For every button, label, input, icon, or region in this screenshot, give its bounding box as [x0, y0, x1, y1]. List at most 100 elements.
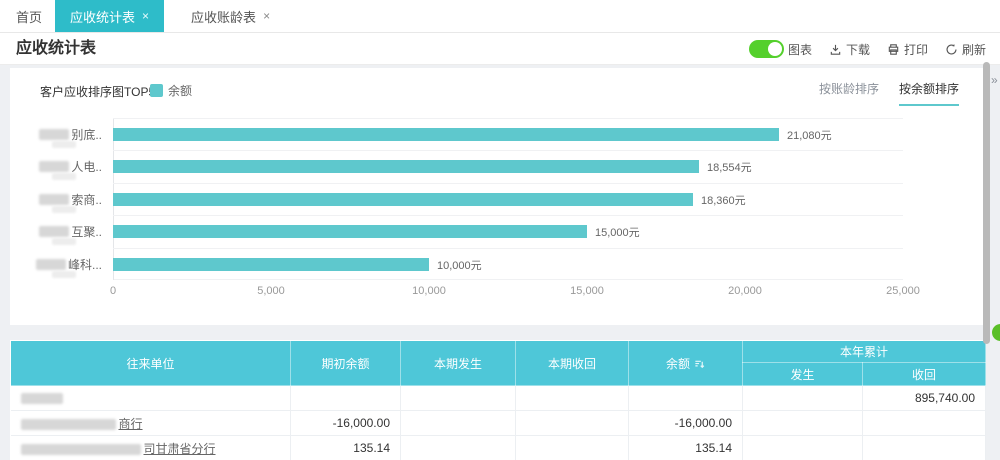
refresh-icon: [945, 43, 958, 56]
bar-row: 10,000元: [113, 248, 903, 280]
redacted-text: [39, 160, 70, 172]
ytd-recovered-cell: 895,740.00: [862, 385, 987, 411]
download-icon: [829, 43, 842, 56]
vertical-scrollbar[interactable]: [983, 62, 990, 344]
current-occurred-cell: [400, 435, 516, 460]
refresh-button[interactable]: 刷新: [945, 41, 986, 58]
sort-controls: 按账龄排序 按余额排序: [819, 80, 959, 106]
current-recovered-cell: [515, 435, 629, 460]
bar-value-label: 21,080元: [787, 129, 832, 142]
collapse-panel-icon[interactable]: »: [991, 73, 998, 87]
chart-category-axis: 别底.. 人电.. 索商.. 互聚.. 峰科...: [10, 118, 107, 280]
redacted-text: [39, 128, 70, 140]
tab-label: 应收统计表: [70, 9, 136, 25]
help-float-button[interactable]: [992, 324, 1000, 341]
chart-panel: 客户应收排序图TOP5 余额 按账龄排序 按余额排序 别底.. 人电.. 索商.…: [10, 68, 985, 325]
legend-swatch: [150, 84, 163, 97]
unit-link[interactable]: 商行: [118, 416, 143, 431]
close-icon[interactable]: ×: [263, 9, 271, 23]
col-header-unit: 往来单位: [10, 340, 291, 386]
table-row: 商行 -16,000.00 -16,000.00: [10, 410, 987, 436]
print-icon: [887, 43, 900, 56]
tab-label: 应收账龄表: [191, 9, 257, 25]
redacted-text: [20, 443, 141, 455]
ytd-recovered-cell: [862, 410, 987, 436]
sort-by-balance-button[interactable]: 按余额排序: [898, 80, 959, 106]
current-recovered-cell: [515, 385, 629, 411]
balance-cell: -16,000.00: [628, 410, 743, 436]
col-header-current-occurred: 本期发生: [400, 340, 516, 386]
table-row: 司甘肃省分行 135.14 135.14: [10, 435, 987, 460]
current-occurred-cell: [400, 385, 516, 411]
toolbar: 图表 下载 打印: [748, 33, 986, 65]
tab-receivable-statistics[interactable]: 应收统计表 ×: [55, 0, 165, 32]
bar-value-label: 18,554元: [707, 161, 752, 174]
balance-cell: 135.14: [628, 435, 743, 460]
redacted-text: [20, 418, 116, 430]
legend-label: 余额: [168, 84, 193, 98]
tab-bar: 首页 应收统计表 × 应收账龄表 ×: [0, 0, 1000, 33]
print-button[interactable]: 打印: [887, 41, 928, 58]
col-header-opening-balance: 期初余额: [290, 340, 401, 386]
axis-tick: 15,000: [570, 285, 604, 297]
current-occurred-cell: [400, 410, 516, 436]
category-label: 别底..: [39, 118, 102, 150]
balance-cell: [628, 385, 743, 411]
chart-x-axis: 0 5,000 10,000 15,000 20,000 25,000: [110, 285, 920, 299]
bar-value-label: 18,360元: [701, 194, 746, 207]
bar-chart: 21,080元 18,554元 18,360元 15,000元 10,000元: [113, 118, 903, 280]
tab-home[interactable]: 首页: [16, 9, 43, 25]
sort-desc-icon[interactable]: [690, 357, 705, 371]
bar: [113, 193, 693, 206]
chart-toggle-label: 图表: [787, 42, 812, 57]
chart-toggle-group: 图表: [748, 40, 812, 58]
axis-tick: 10,000: [412, 285, 446, 297]
table-row: 895,740.00: [10, 385, 987, 411]
close-icon[interactable]: ×: [142, 9, 150, 23]
chart-legend: 余额: [150, 82, 192, 99]
bar: [113, 258, 429, 271]
col-header-current-recovered: 本期收回: [515, 340, 629, 386]
opening-balance-cell: -16,000.00: [290, 410, 401, 436]
bar: [113, 160, 699, 173]
bar: [113, 128, 779, 141]
bar-row: 18,554元: [113, 150, 903, 182]
bar-row: 21,080元: [113, 118, 903, 150]
category-label: 互聚..: [39, 215, 102, 247]
category-label: 索商..: [39, 183, 102, 215]
redacted-text: [20, 393, 63, 405]
bar-row: 15,000元: [113, 215, 903, 247]
toggle-knob: [767, 42, 782, 56]
sort-by-aging-button[interactable]: 按账龄排序: [818, 82, 879, 96]
opening-balance-cell: [290, 385, 401, 411]
unit-link[interactable]: 司甘肃省分行: [143, 441, 216, 456]
axis-tick: 25,000: [886, 285, 920, 297]
redacted-text: [39, 225, 70, 237]
tab-receivable-aging[interactable]: 应收账龄表 ×: [176, 0, 285, 32]
axis-tick: 5,000: [257, 285, 285, 297]
ytd-occurred-cell: [742, 385, 863, 411]
title-bar: 应收统计表 图表 下载: [0, 33, 1000, 65]
download-button[interactable]: 下载: [829, 41, 870, 58]
col-header-balance[interactable]: 余额: [628, 340, 743, 386]
bar: [113, 225, 587, 238]
col-header-ytd-occurred: 发生: [742, 362, 863, 386]
unit-cell: 司甘肃省分行: [10, 435, 291, 460]
page-title: 应收统计表: [16, 40, 97, 57]
ytd-recovered-cell: [862, 435, 987, 460]
col-header-ytd-recovered: 收回: [861, 362, 987, 386]
chart-toggle[interactable]: [748, 40, 784, 58]
ytd-occurred-cell: [742, 435, 863, 460]
current-recovered-cell: [515, 410, 629, 436]
receivables-table: 往来单位 期初余额 本期发生 本期收回 余额 本年累计 发生 收回: [10, 340, 987, 460]
unit-cell: [10, 385, 291, 411]
redacted-text: [39, 193, 70, 205]
col-header-ytd-group: 本年累计: [741, 340, 987, 363]
ytd-occurred-cell: [742, 410, 863, 436]
unit-cell: 商行: [10, 410, 291, 436]
redacted-text: [35, 258, 66, 270]
bar-row: 18,360元: [113, 183, 903, 215]
bar-value-label: 10,000元: [437, 259, 482, 272]
chart-title: 客户应收排序图TOP5: [40, 85, 156, 99]
